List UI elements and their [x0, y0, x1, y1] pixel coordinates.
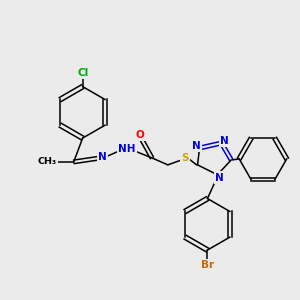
Text: NH: NH [118, 144, 136, 154]
Text: O: O [136, 130, 145, 140]
Text: N: N [215, 173, 224, 183]
Text: S: S [181, 153, 188, 163]
Text: Br: Br [201, 260, 214, 270]
Text: Cl: Cl [77, 68, 88, 78]
Text: N: N [220, 136, 229, 146]
Text: CH₃: CH₃ [38, 158, 56, 166]
Text: N: N [98, 152, 107, 162]
Text: N: N [192, 141, 201, 151]
